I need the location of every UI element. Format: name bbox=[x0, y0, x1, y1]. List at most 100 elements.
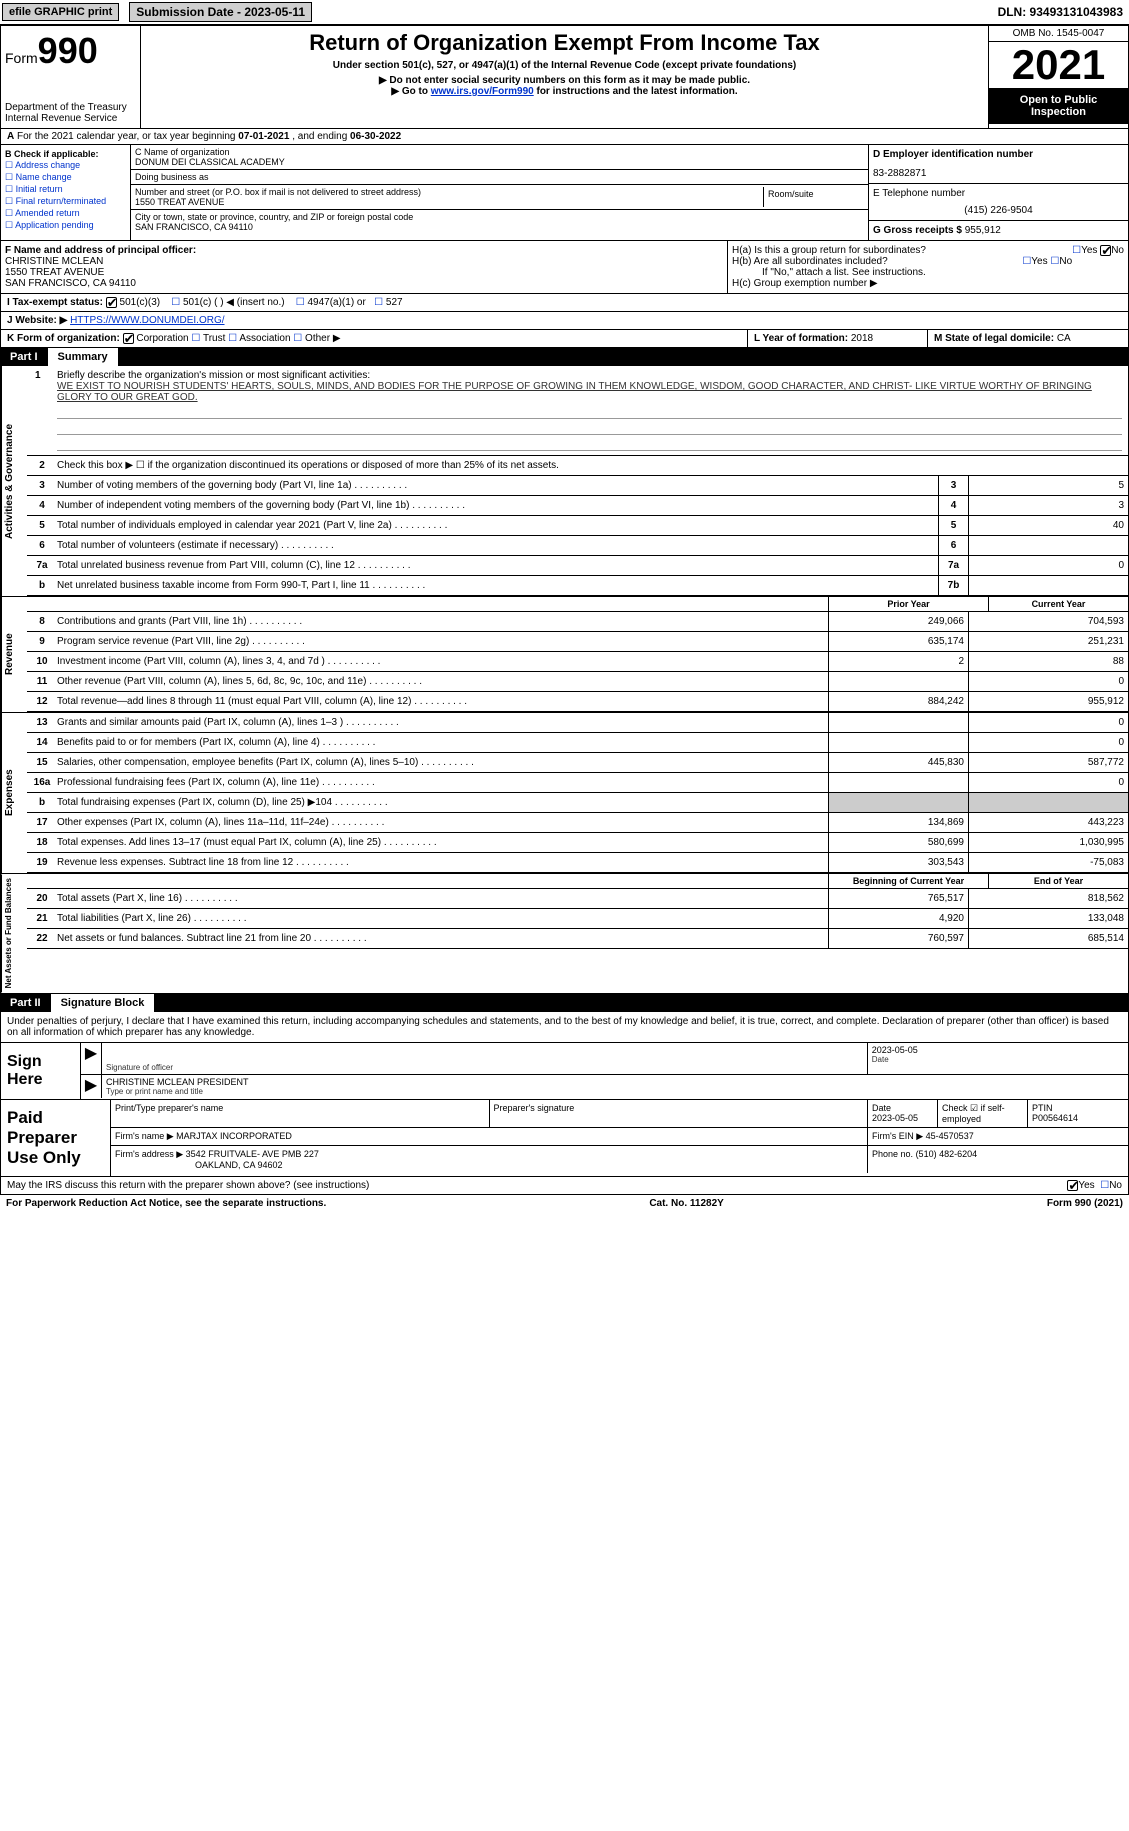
prior-val bbox=[828, 713, 968, 732]
inspection-badge: Open to Public Inspection bbox=[989, 88, 1128, 124]
vtab-netassets: Net Assets or Fund Balances bbox=[1, 874, 27, 992]
line-num: 19 bbox=[27, 857, 57, 868]
line-desc: Total number of volunteers (estimate if … bbox=[57, 538, 938, 553]
line-val: 5 bbox=[968, 476, 1128, 495]
dept-label: Department of the Treasury Internal Reve… bbox=[5, 102, 136, 124]
signature-intro: Under penalties of perjury, I declare th… bbox=[0, 1012, 1129, 1043]
line-num: 14 bbox=[27, 737, 57, 748]
form-word: Form bbox=[5, 50, 38, 66]
prior-val: 765,517 bbox=[828, 889, 968, 908]
gov-line: 6Total number of volunteers (estimate if… bbox=[27, 536, 1128, 556]
check-pending[interactable]: ☐ Application pending bbox=[5, 220, 126, 231]
col-b-label: B Check if applicable: bbox=[5, 149, 126, 159]
website-link[interactable]: HTTPS://WWW.DONUMDEI.ORG/ bbox=[70, 315, 224, 326]
efile-button[interactable]: efile GRAPHIC print bbox=[2, 3, 119, 21]
check-final[interactable]: ☐ Final return/terminated bbox=[5, 196, 126, 207]
row-a-mid: , and ending bbox=[289, 131, 350, 142]
sub3-pre: ▶ Go to bbox=[391, 86, 430, 97]
check-initial[interactable]: ☐ Initial return bbox=[5, 184, 126, 195]
footer-right: Form 990 (2021) bbox=[1047, 1198, 1123, 1209]
line-desc: Total fundraising expenses (Part IX, col… bbox=[57, 795, 828, 810]
line-num: b bbox=[27, 797, 57, 808]
data-line: 8Contributions and grants (Part VIII, li… bbox=[27, 612, 1128, 632]
sign-here-block: Sign Here ▶ Signature of officer 2023-05… bbox=[0, 1043, 1129, 1100]
current-val: -75,083 bbox=[968, 853, 1128, 872]
irs-link[interactable]: www.irs.gov/Form990 bbox=[431, 86, 534, 97]
check-amended[interactable]: ☐ Amended return bbox=[5, 208, 126, 219]
hb-row: H(b) Are all subordinates included? ☐Yes… bbox=[732, 256, 1124, 267]
line-desc: Professional fundraising fees (Part IX, … bbox=[57, 775, 828, 790]
prior-val: 134,869 bbox=[828, 813, 968, 832]
sig-name-label: Type or print name and title bbox=[106, 1087, 1124, 1096]
data-line: 21Total liabilities (Part X, line 26)4,9… bbox=[27, 909, 1128, 929]
part2-num: Part II bbox=[0, 994, 51, 1012]
current-val: 88 bbox=[968, 652, 1128, 671]
line-box: 3 bbox=[938, 476, 968, 495]
city-value: SAN FRANCISCO, CA 94110 bbox=[135, 222, 864, 232]
arrow-icon: ▶ bbox=[81, 1075, 101, 1098]
line-box: 4 bbox=[938, 496, 968, 515]
sig-name: CHRISTINE MCLEAN PRESIDENT bbox=[106, 1077, 1124, 1087]
line-desc: Number of voting members of the governin… bbox=[57, 478, 938, 493]
row-klm: K Form of organization: Corporation ☐ Tr… bbox=[0, 330, 1129, 348]
line-desc: Net assets or fund balances. Subtract li… bbox=[57, 931, 828, 946]
self-employed-check[interactable]: Check ☑ if self-employed bbox=[942, 1103, 1023, 1124]
current-val: 1,030,995 bbox=[968, 833, 1128, 852]
current-val: 0 bbox=[968, 672, 1128, 691]
current-val: 587,772 bbox=[968, 753, 1128, 772]
line-val: 40 bbox=[968, 516, 1128, 535]
current-val: 0 bbox=[968, 713, 1128, 732]
data-line: 14Benefits paid to or for members (Part … bbox=[27, 733, 1128, 753]
line-box: 7a bbox=[938, 556, 968, 575]
gross-value: 955,912 bbox=[965, 225, 1001, 236]
line-desc: Total number of individuals employed in … bbox=[57, 518, 938, 533]
vtab-revenue: Revenue bbox=[1, 597, 27, 712]
vtab-expenses: Expenses bbox=[1, 713, 27, 873]
line-desc: Total unrelated business revenue from Pa… bbox=[57, 558, 938, 573]
line-num: 11 bbox=[27, 676, 57, 687]
col-b: B Check if applicable: ☐ Address change … bbox=[1, 145, 131, 240]
line-num: 7a bbox=[27, 560, 57, 571]
org-name: DONUM DEI CLASSICAL ACADEMY bbox=[135, 157, 864, 167]
col-h: H(a) Is this a group return for subordin… bbox=[728, 241, 1128, 293]
line-desc: Net unrelated business taxable income fr… bbox=[57, 578, 938, 593]
line-desc: Check this box ▶ ☐ if the organization d… bbox=[57, 458, 1128, 473]
col-f: F Name and address of principal officer:… bbox=[1, 241, 728, 293]
line-desc: Benefits paid to or for members (Part IX… bbox=[57, 735, 828, 750]
ptin-value: P00564614 bbox=[1032, 1113, 1124, 1123]
corp-check[interactable] bbox=[123, 333, 134, 344]
prior-val: 580,699 bbox=[828, 833, 968, 852]
officer-name: CHRISTINE MCLEAN bbox=[5, 256, 723, 267]
line-desc: Investment income (Part VIII, column (A)… bbox=[57, 654, 828, 669]
sub3-post: for instructions and the latest informat… bbox=[534, 86, 738, 97]
current-val: 133,048 bbox=[968, 909, 1128, 928]
check-address[interactable]: ☐ Address change bbox=[5, 160, 126, 171]
preparer-block: Paid Preparer Use Only Print/Type prepar… bbox=[0, 1100, 1129, 1177]
current-year-hdr: Current Year bbox=[988, 597, 1128, 611]
header-mid: Return of Organization Exempt From Incom… bbox=[141, 26, 988, 128]
line-desc: Salaries, other compensation, employee b… bbox=[57, 755, 828, 770]
current-val: 0 bbox=[968, 773, 1128, 792]
col-c: C Name of organizationDONUM DEI CLASSICA… bbox=[131, 145, 868, 240]
discuss-yes-check[interactable] bbox=[1067, 1180, 1078, 1191]
begin-year-hdr: Beginning of Current Year bbox=[828, 874, 988, 888]
ha-no-check[interactable] bbox=[1100, 245, 1111, 256]
data-line: 9Program service revenue (Part VIII, lin… bbox=[27, 632, 1128, 652]
gov-line: 7aTotal unrelated business revenue from … bbox=[27, 556, 1128, 576]
col-l: L Year of formation: 2018 bbox=[748, 330, 928, 347]
line-num: 4 bbox=[27, 500, 57, 511]
row-a: A For the 2021 calendar year, or tax yea… bbox=[0, 129, 1129, 145]
street-value: 1550 TREAT AVENUE bbox=[135, 197, 763, 207]
subtitle-2: ▶ Do not enter social security numbers o… bbox=[145, 75, 984, 86]
prior-val bbox=[828, 733, 968, 752]
dln: DLN: 93493131043983 bbox=[998, 5, 1129, 19]
website-label: J Website: ▶ bbox=[7, 315, 70, 326]
firm-phone: (510) 482-6204 bbox=[916, 1149, 978, 1159]
part1-header: Part I Summary bbox=[0, 348, 1129, 366]
data-line: 19Revenue less expenses. Subtract line 1… bbox=[27, 853, 1128, 873]
check-name[interactable]: ☐ Name change bbox=[5, 172, 126, 183]
gov-line: 2Check this box ▶ ☐ if the organization … bbox=[27, 456, 1128, 476]
officer-addr2: SAN FRANCISCO, CA 94110 bbox=[5, 278, 723, 289]
firm-ein: 45-4570537 bbox=[926, 1131, 974, 1141]
501c3-check[interactable] bbox=[106, 297, 117, 308]
